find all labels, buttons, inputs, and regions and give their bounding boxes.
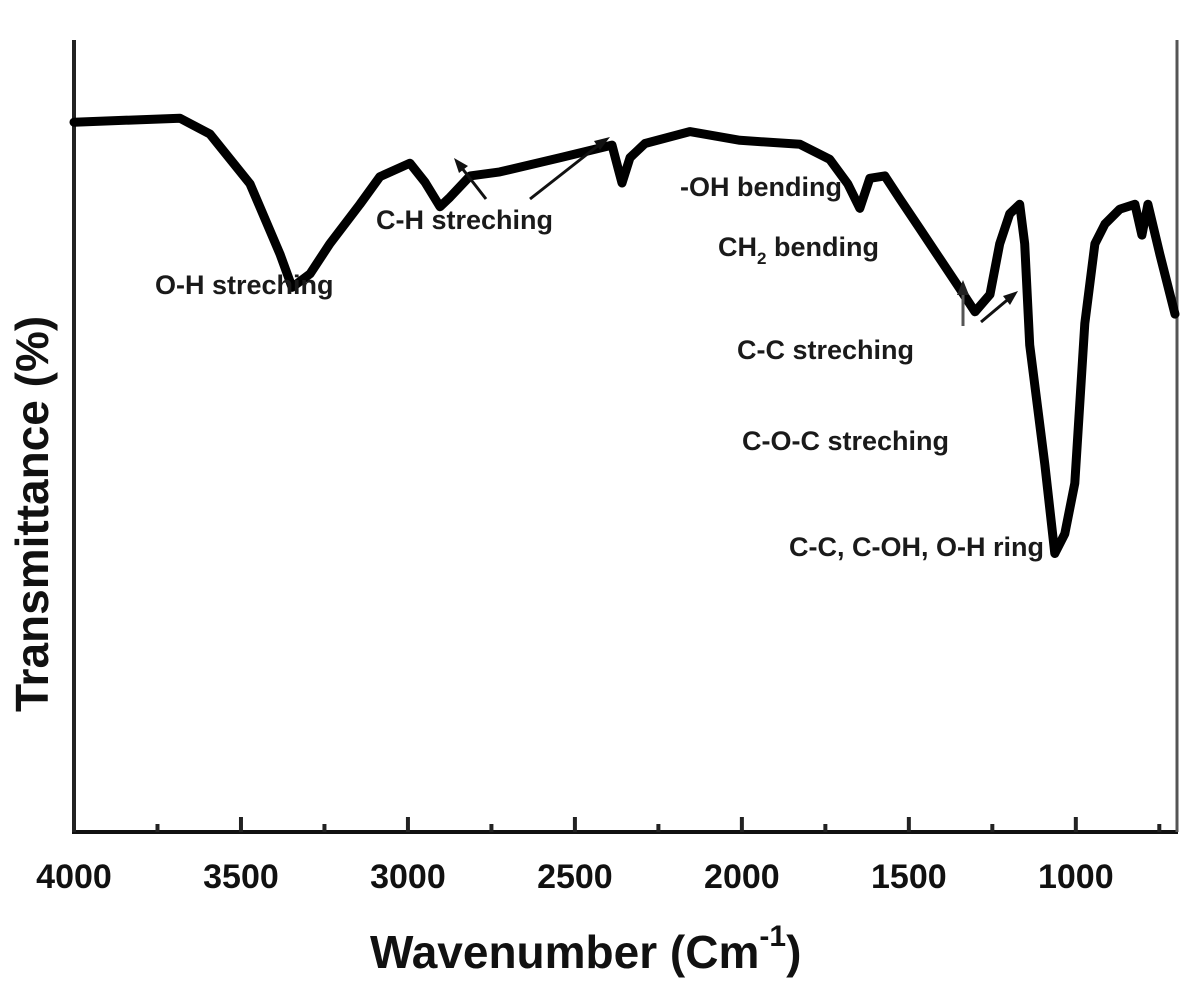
x-axis-title: Wavenumber (Cm-1) <box>370 920 801 978</box>
x-tick-label: 1000 <box>1038 858 1114 896</box>
x-tick-label: 1500 <box>871 858 947 896</box>
x-tick-label: 2500 <box>537 858 613 896</box>
annotation-cc-coh-oh-ring: C-C, C-OH, O-H ring <box>789 532 1044 562</box>
annotation-oh-stretching: O-H streching <box>155 270 334 300</box>
annotation-ch2-bending: CH2 bending <box>718 232 879 268</box>
x-axis-title-text: Wavenumber (Cm <box>370 926 759 978</box>
spectrum-line <box>69 113 1180 558</box>
annotation-arrow-ch-2 <box>529 139 605 201</box>
x-tick-label: 3000 <box>370 858 446 896</box>
annotation-ch2-suffix: bending <box>766 232 878 262</box>
x-tick-label: 3500 <box>203 858 279 896</box>
x-ticks <box>72 817 1162 832</box>
annotation-oh-bending: -OH bending <box>680 172 842 202</box>
x-tick-labels: 4000 3500 3000 2500 2000 1500 1000 <box>36 858 1113 896</box>
x-axis-title-close: ) <box>786 926 801 978</box>
x-tick-label: 4000 <box>36 858 112 896</box>
annotation-coc-stretching: C-O-C streching <box>742 426 949 456</box>
x-tick-label: 2000 <box>704 858 780 896</box>
annotation-ch2-subscript: 2 <box>757 249 766 268</box>
annotation-ch2-text: CH <box>718 232 757 262</box>
annotation-ch-stretching: C-H streching <box>376 205 553 235</box>
x-axis-title-superscript: -1 <box>759 920 786 953</box>
annotation-cc-stretching: C-C streching <box>737 335 914 365</box>
arrowhead-ch-1 <box>454 158 468 173</box>
arrowhead-ch-2 <box>594 137 610 150</box>
y-axis-title: Transmittance (%) <box>6 316 58 712</box>
arrowhead-cc-1 <box>957 280 969 295</box>
arrowhead-cc-2 <box>1003 291 1018 305</box>
